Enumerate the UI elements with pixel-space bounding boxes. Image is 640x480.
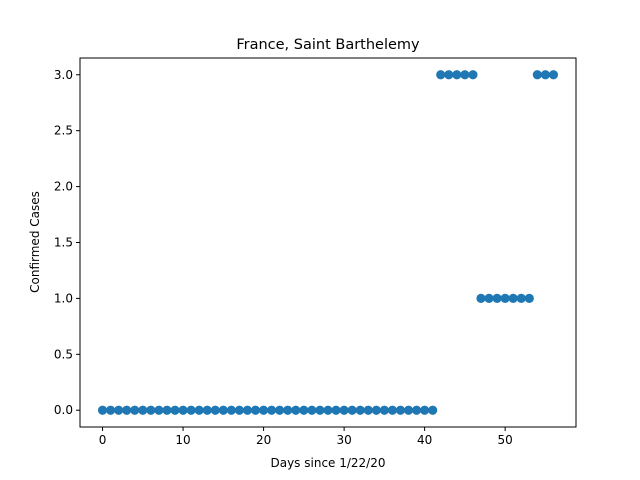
data-point [283,405,293,415]
data-point [468,70,478,80]
y-tick-label: 0.5 [54,347,73,361]
data-point [97,405,108,415]
y-tick-label: 2.5 [54,124,73,138]
chart-title: France, Saint Barthelemy [236,37,420,53]
data-point [476,293,486,304]
data-point [242,405,253,415]
data-point [234,405,245,415]
data-point [186,405,196,415]
data-point [339,405,349,415]
data-point [403,405,414,415]
data-point [178,405,188,415]
data-point [516,293,526,304]
y-axis: 0.0 0.5 1.0 1.5 2.0 2.5 3.0 [54,68,80,417]
data-point [138,405,148,415]
data-point [524,293,534,304]
x-tick-label: 40 [417,433,432,447]
data-point [250,405,261,415]
data-point [130,405,140,415]
data-point [315,405,325,415]
data-point [267,405,277,415]
data-point [202,405,212,415]
data-point [532,70,542,80]
x-tick-label: 0 [99,433,107,447]
data-point [411,405,422,415]
data-point [428,405,438,415]
data-point [218,405,228,415]
data-point [210,405,220,415]
data-point [452,70,462,80]
data-point [444,70,454,80]
y-tick-label: 2.0 [54,180,73,194]
y-axis-label: Confirmed Cases [28,191,42,293]
y-tick-label: 3.0 [54,68,73,82]
data-point [194,405,204,415]
data-point [371,405,381,415]
data-point [299,405,309,415]
data-point [379,405,389,415]
data-point [548,70,559,80]
data-point [363,405,373,415]
data-point [395,405,406,415]
data-point [146,405,156,415]
data-point [114,405,124,415]
y-tick-label: 1.0 [54,291,73,305]
data-point [500,293,510,304]
x-tick-label: 10 [175,433,190,447]
data-point [540,70,551,80]
data-point [258,405,269,415]
x-tick-label: 20 [256,433,271,447]
data-point [154,405,164,415]
data-point [226,405,236,415]
data-point [436,70,446,80]
data-point [275,405,285,415]
x-tick-label: 50 [498,433,513,447]
y-tick-label: 1.5 [54,236,73,250]
data-point [347,405,357,415]
data-point [420,405,430,415]
data-point [484,293,494,304]
data-point [307,405,317,415]
data-point [122,405,132,415]
data-point [460,70,470,80]
data-point [105,405,116,415]
x-axis-label: Days since 1/22/20 [270,456,385,470]
x-axis: 0 10 20 30 40 50 [99,427,513,447]
data-point [162,405,172,415]
data-point [323,405,333,415]
x-tick-label: 30 [336,433,351,447]
data-point [291,405,301,415]
data-point [355,405,365,415]
data-point [387,405,398,415]
plot-area [97,70,559,415]
y-tick-label: 0.0 [54,403,73,417]
plot-frame [79,57,577,428]
data-point [492,293,502,304]
data-point [508,293,518,304]
data-point [170,405,180,415]
data-point [331,405,341,415]
